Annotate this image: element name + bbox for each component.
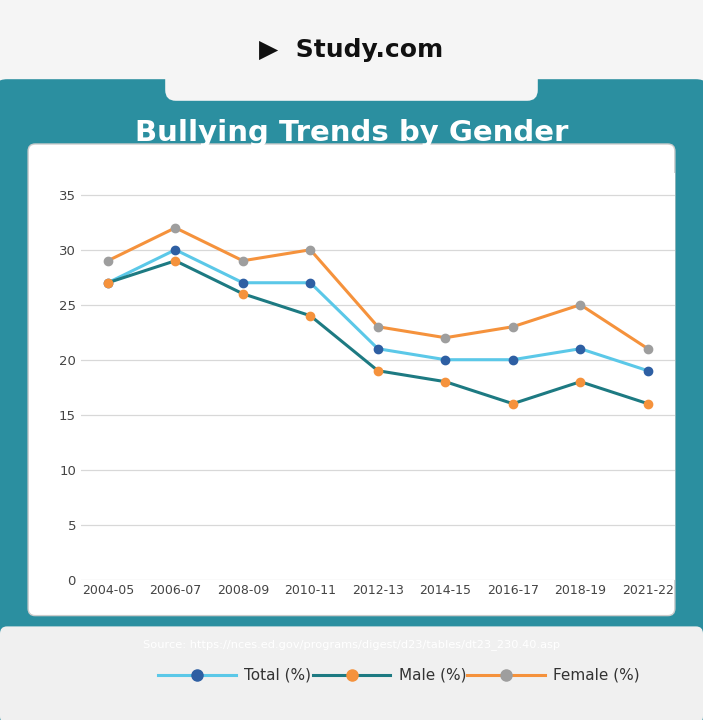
Text: Female (%): Female (%) [553,667,640,682]
Text: Source: https://nces.ed.gov/programs/digest/d23/tables/dt23_230.40.asp: Source: https://nces.ed.gov/programs/dig… [143,639,560,650]
Text: Bullying Trends by Gender: Bullying Trends by Gender [135,120,568,147]
Text: Total (%): Total (%) [244,667,311,682]
Text: Male (%): Male (%) [399,667,466,682]
Text: ▶  Study.com: ▶ Study.com [259,38,444,63]
